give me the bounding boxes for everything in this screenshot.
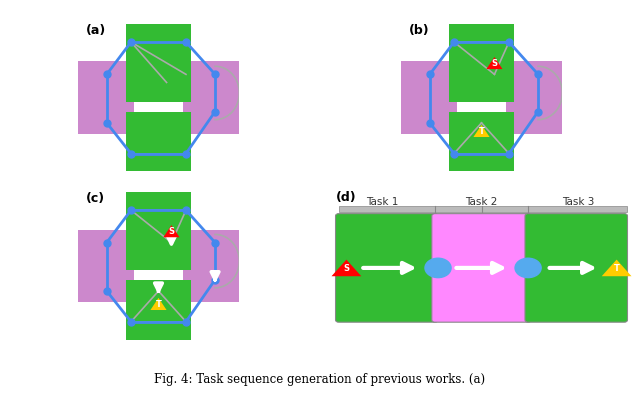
Circle shape (425, 258, 451, 278)
Polygon shape (163, 225, 179, 237)
Text: (a): (a) (86, 24, 106, 37)
Text: Task 1: Task 1 (366, 198, 398, 207)
Bar (126, 280, 191, 340)
Bar (183, 62, 239, 134)
Bar (77, 229, 134, 302)
Text: S: S (168, 227, 175, 236)
FancyBboxPatch shape (432, 214, 531, 322)
Bar (449, 24, 514, 102)
Text: Task 3: Task 3 (562, 198, 594, 207)
Bar (506, 62, 563, 134)
Bar (126, 111, 191, 171)
Text: S: S (492, 59, 497, 68)
Bar (77, 62, 134, 134)
Bar (339, 206, 627, 213)
Text: T: T (156, 300, 161, 309)
Bar (183, 229, 239, 302)
Text: (c): (c) (86, 192, 105, 205)
Polygon shape (474, 125, 490, 137)
Polygon shape (602, 260, 632, 276)
Circle shape (515, 258, 541, 278)
Bar (449, 111, 514, 171)
FancyBboxPatch shape (525, 214, 627, 322)
Text: Fig. 4: Task sequence generation of previous works. (a): Fig. 4: Task sequence generation of prev… (154, 373, 486, 386)
Bar (126, 24, 191, 102)
Polygon shape (486, 57, 502, 69)
FancyBboxPatch shape (335, 214, 438, 322)
Bar (401, 62, 457, 134)
Text: (d): (d) (335, 190, 356, 203)
Text: T: T (479, 127, 484, 136)
Text: T: T (614, 264, 620, 273)
Text: (b): (b) (409, 24, 429, 37)
Text: Task 2: Task 2 (465, 198, 498, 207)
Polygon shape (150, 298, 166, 310)
Polygon shape (332, 260, 362, 276)
Text: S: S (344, 264, 349, 273)
Bar (126, 192, 191, 270)
